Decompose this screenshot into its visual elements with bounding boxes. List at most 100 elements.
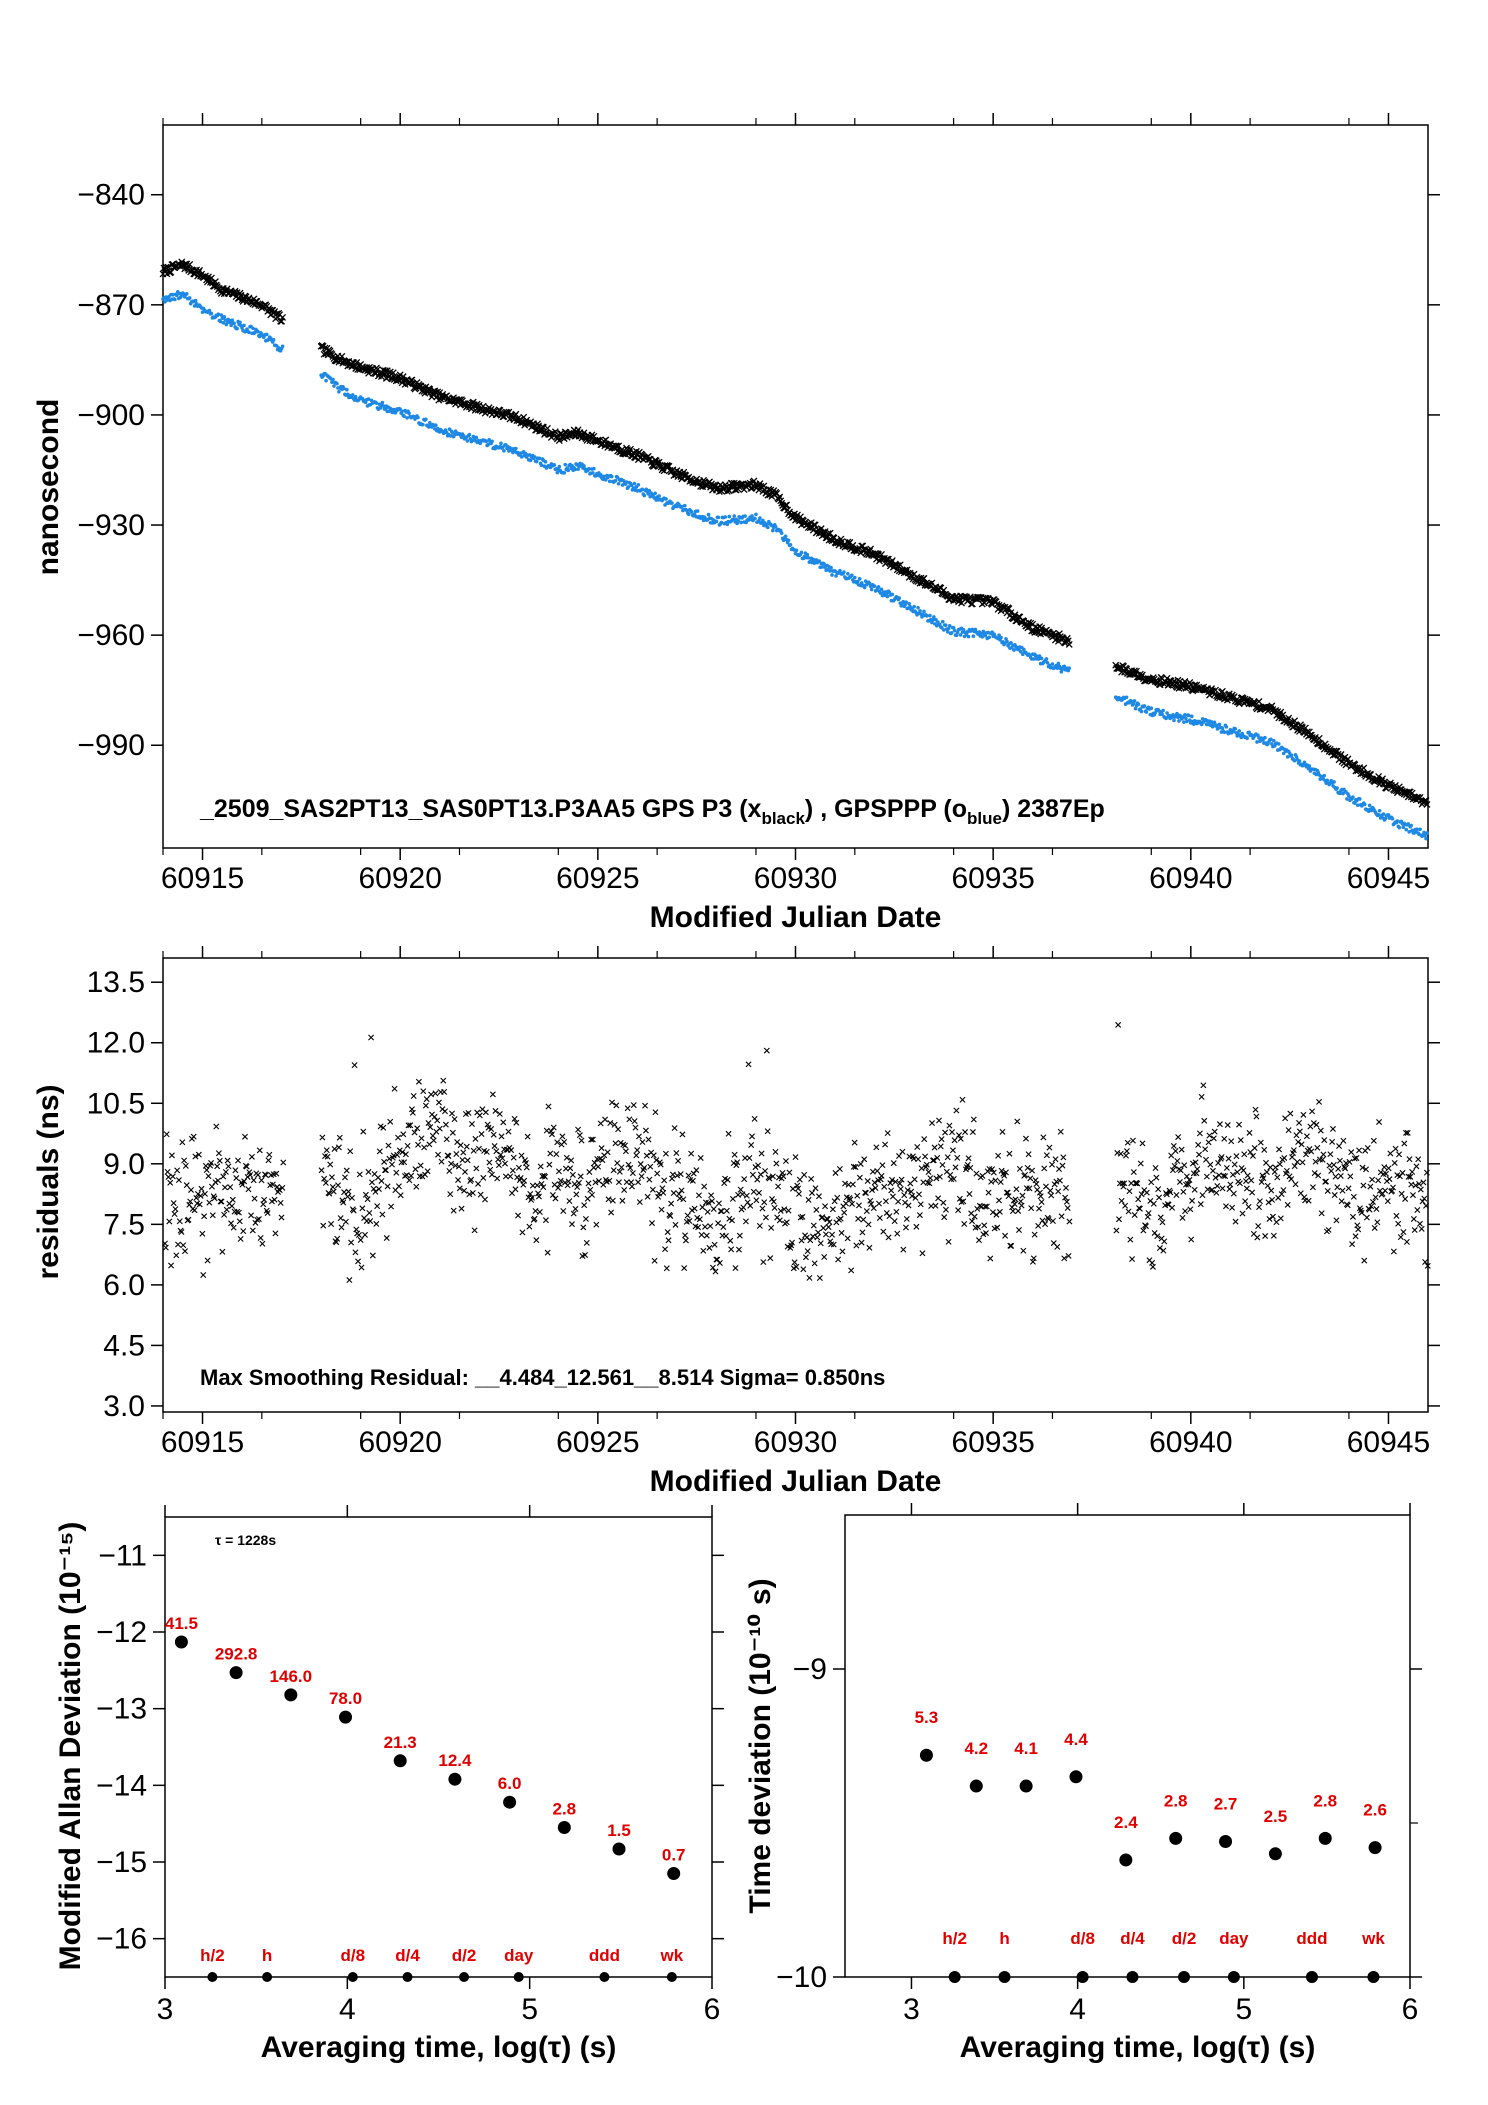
data-point — [362, 1191, 369, 1198]
data-point — [343, 1167, 350, 1174]
period-marker — [1178, 1971, 1190, 1983]
data-point — [715, 488, 723, 495]
data-point — [264, 332, 269, 337]
data-point — [916, 605, 920, 610]
data-point — [365, 1168, 372, 1175]
data-point — [557, 1821, 571, 1834]
data-point — [463, 1143, 470, 1150]
data-point — [844, 1235, 851, 1242]
point-label: 2.6 — [1363, 1801, 1387, 1820]
data-point — [1245, 736, 1249, 741]
x-tick-label: 60915 — [161, 1426, 244, 1459]
data-point — [723, 515, 728, 519]
data-point — [183, 1182, 190, 1189]
point-label: 2.5 — [1264, 1807, 1288, 1826]
data-point — [205, 1173, 212, 1180]
y-tick-label: −16 — [96, 1923, 147, 1956]
data-point — [1181, 1162, 1188, 1169]
data-point — [174, 1167, 181, 1174]
data-point — [869, 587, 874, 592]
data-point — [852, 575, 857, 580]
data-point — [902, 1224, 909, 1231]
data-point — [918, 609, 922, 613]
data-point — [382, 1167, 389, 1174]
data-point — [547, 1150, 554, 1157]
data-point — [1332, 780, 1336, 784]
data-point — [1263, 1169, 1270, 1176]
data-point — [1393, 1212, 1400, 1219]
data-point — [319, 1134, 326, 1141]
period-label: d/8 — [1070, 1929, 1095, 1948]
data-point — [835, 1256, 842, 1263]
data-point — [258, 1177, 265, 1184]
data-point — [861, 1156, 868, 1163]
data-point — [442, 1108, 449, 1115]
data-point — [605, 1196, 612, 1203]
data-point — [1157, 1214, 1164, 1221]
data-point — [810, 1222, 817, 1229]
data-point — [1223, 1203, 1229, 1210]
data-point — [914, 1144, 921, 1150]
data-point — [498, 1133, 505, 1140]
data-point — [1409, 1192, 1416, 1199]
data-point — [1411, 1227, 1418, 1234]
data-point — [1050, 662, 1055, 666]
data-point — [1194, 1166, 1201, 1173]
data-point — [1177, 719, 1181, 723]
data-point — [1048, 1192, 1055, 1199]
data-point — [1016, 1165, 1023, 1172]
data-point — [880, 1228, 887, 1235]
data-point — [171, 1211, 178, 1217]
data-point — [1313, 1121, 1320, 1128]
data-point — [944, 1154, 951, 1161]
data-point — [489, 1091, 496, 1098]
data-point — [475, 1180, 482, 1187]
data-point — [757, 1171, 764, 1178]
data-point — [577, 1173, 584, 1180]
data-point — [510, 1154, 517, 1161]
data-point — [409, 1109, 416, 1116]
data-point — [857, 576, 862, 581]
data-point — [1153, 1174, 1160, 1181]
data-point — [356, 1171, 363, 1178]
y-tick-label: −13 — [96, 1693, 147, 1726]
data-point — [1190, 714, 1194, 719]
data-point — [662, 1150, 669, 1157]
data-point — [796, 513, 804, 521]
data-point — [1398, 1190, 1405, 1197]
data-point — [443, 1136, 450, 1143]
data-point — [838, 1229, 845, 1236]
data-point — [1047, 1187, 1054, 1194]
data-point — [716, 515, 721, 520]
data-point — [946, 1122, 953, 1129]
data-point — [490, 439, 494, 444]
data-point — [967, 1164, 974, 1171]
data-point — [448, 1772, 462, 1786]
data-point — [1126, 1188, 1133, 1195]
data-point — [186, 260, 194, 268]
data-point — [1361, 1257, 1368, 1264]
data-point — [255, 1171, 262, 1178]
data-point — [766, 525, 770, 530]
data-point — [1397, 1234, 1404, 1241]
data-point — [969, 1129, 976, 1136]
data-point — [1033, 1181, 1040, 1188]
data-point — [604, 1149, 611, 1156]
data-point — [362, 1231, 368, 1238]
annotation-subscript: blue — [967, 809, 1002, 828]
data-point — [1155, 1186, 1162, 1193]
data-point — [897, 596, 902, 600]
data-point — [1345, 1185, 1352, 1192]
data-point — [228, 1203, 235, 1209]
y-tick-label: −9 — [793, 1653, 827, 1686]
data-point — [534, 1182, 541, 1189]
data-point — [691, 1205, 698, 1212]
data-point — [435, 1151, 442, 1158]
data-point — [654, 1170, 661, 1177]
data-point — [1201, 1117, 1208, 1124]
data-point — [837, 1215, 844, 1222]
data-point — [181, 1248, 188, 1255]
data-point — [1118, 1197, 1125, 1204]
data-point — [170, 1200, 177, 1207]
data-point — [407, 411, 411, 416]
